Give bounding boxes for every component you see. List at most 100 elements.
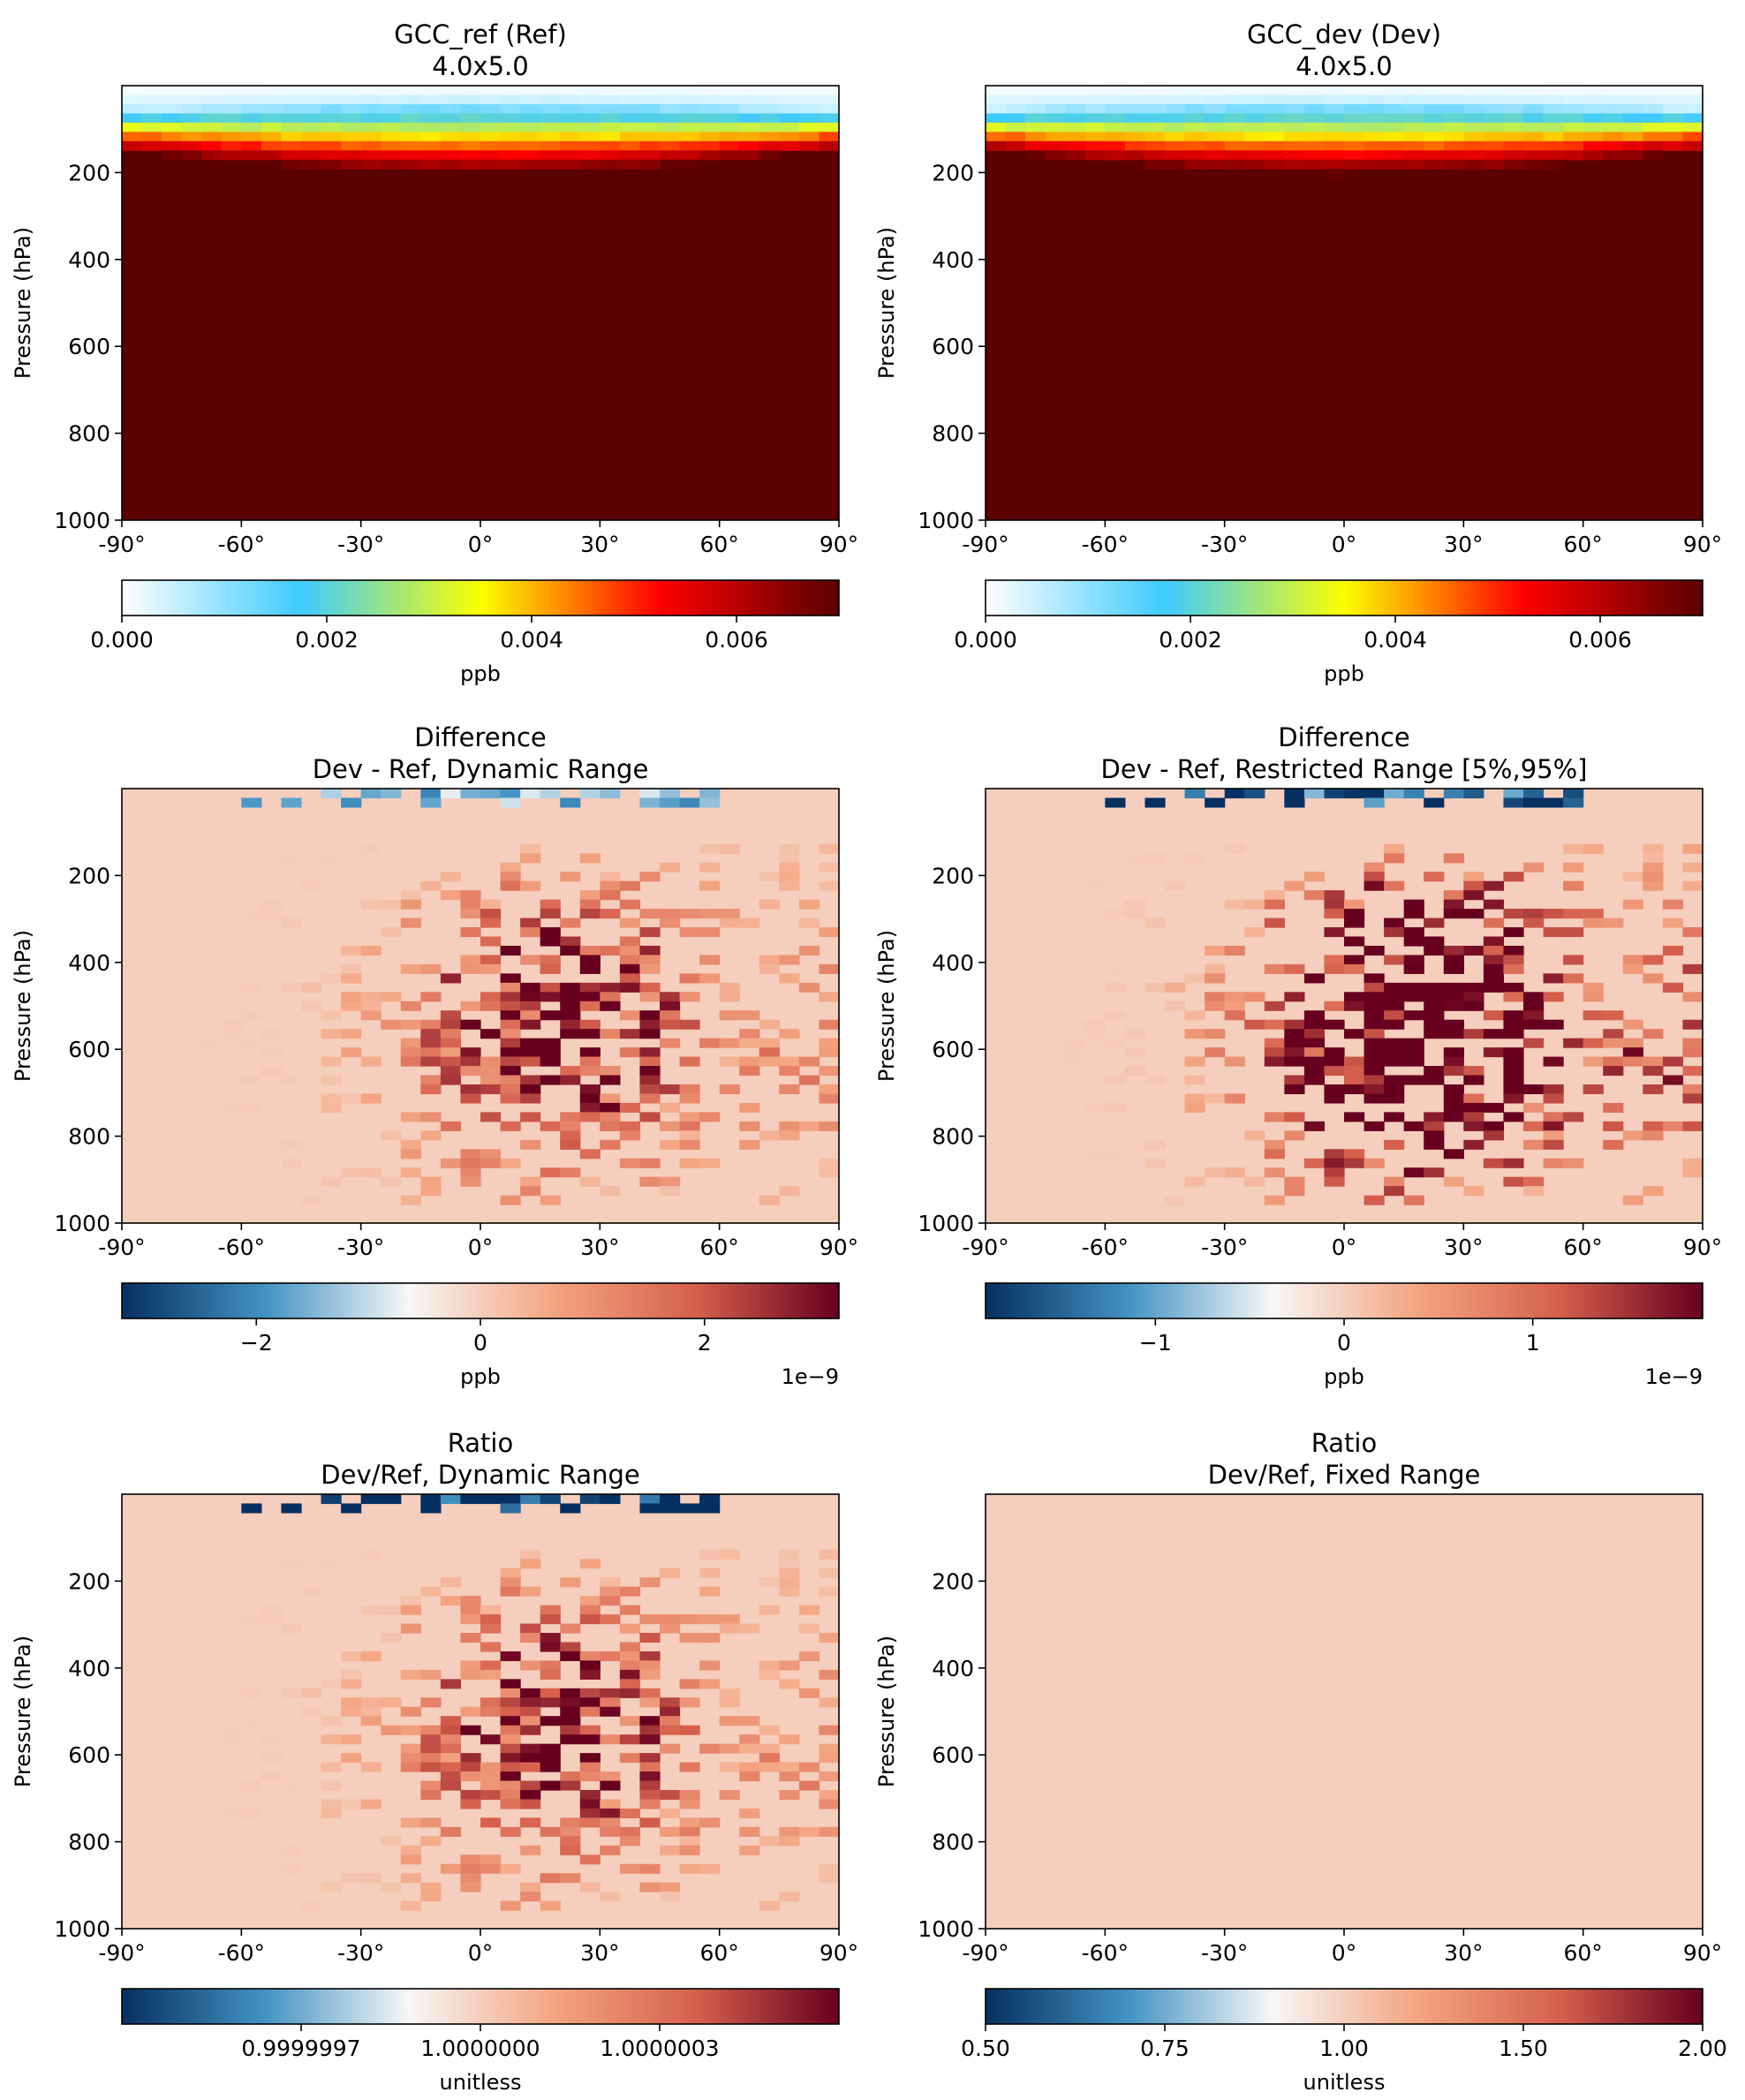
- heatmap-cell: [1144, 94, 1166, 105]
- heatmap-cell: [420, 1762, 442, 1772]
- heatmap-cell: [381, 140, 402, 151]
- heatmap-cell: [500, 1863, 521, 1874]
- heatmap-cell: [1424, 1139, 1445, 1150]
- heatmap-cell: [540, 1688, 561, 1698]
- heatmap-cell: [440, 140, 462, 151]
- heatmap-cell: [739, 1845, 760, 1855]
- heatmap-cell: [1662, 86, 1684, 96]
- heatmap-cell: [1403, 982, 1424, 993]
- heatmap-cell: [420, 1494, 442, 1505]
- heatmap-cell: [798, 122, 820, 132]
- heatmap-cell: [739, 113, 760, 124]
- heatmap-cell: [520, 140, 541, 151]
- heatmap-cell: [779, 1660, 800, 1671]
- heatmap-cell: [1224, 1056, 1245, 1067]
- heatmap-cell: [520, 122, 541, 132]
- heatmap-cell: [719, 1038, 740, 1048]
- heatmap-cell: [181, 843, 202, 854]
- heatmap-cell: [460, 1176, 481, 1187]
- heatmap-cell: [241, 963, 262, 974]
- heatmap-cell: [619, 1102, 641, 1113]
- heatmap-cell: [798, 982, 820, 993]
- heatmap-cell: [400, 1623, 421, 1634]
- heatmap-cell: [162, 1130, 183, 1141]
- x-tick-label: -60°: [218, 1940, 265, 1966]
- heatmap-cell: [1443, 1093, 1464, 1104]
- heatmap-cell: [1344, 789, 1365, 799]
- heatmap-cell: [759, 1836, 780, 1847]
- heatmap-cell: [1284, 159, 1305, 170]
- heatmap-cell: [440, 94, 462, 105]
- heatmap-cell: [660, 1882, 681, 1892]
- heatmap-cell: [281, 1158, 302, 1168]
- heatmap-cell: [579, 1047, 601, 1058]
- heatmap-cell: [500, 1038, 521, 1048]
- heatmap-cell: [679, 103, 700, 115]
- heatmap-cell: [1443, 945, 1464, 956]
- heatmap-cell: [1364, 1121, 1385, 1131]
- heatmap-cell: [500, 1679, 521, 1689]
- y-tick-label: 400: [68, 247, 110, 273]
- heatmap-cell: [579, 1660, 601, 1671]
- heatmap-cell: [400, 1725, 421, 1735]
- heatmap-cell: [1603, 94, 1624, 105]
- heatmap-cell: [1643, 872, 1664, 882]
- panel-title-line: Difference: [414, 722, 547, 752]
- heatmap-cell: [560, 1029, 581, 1039]
- heatmap-cell: [360, 122, 381, 132]
- heatmap-cell: [1384, 122, 1405, 132]
- heatmap-cell: [460, 1789, 481, 1801]
- heatmap-cell: [579, 890, 601, 901]
- heatmap-cell: [1224, 1010, 1245, 1021]
- heatmap-cell: [321, 1762, 342, 1772]
- heatmap-cell: [1403, 909, 1424, 919]
- heatmap-cell: [480, 963, 502, 974]
- heatmap-cell: [381, 1697, 402, 1708]
- heatmap-cell: [1603, 122, 1624, 132]
- heatmap-cell: [1503, 955, 1524, 965]
- heatmap-cell: [460, 1753, 481, 1764]
- y-tick-label: 400: [68, 950, 110, 976]
- x-tick-label: 90°: [820, 1940, 858, 1966]
- heatmap-cell: [241, 132, 262, 142]
- heatmap-cell: [1503, 159, 1524, 170]
- heatmap-cell: [162, 927, 183, 938]
- heatmap-cell: [520, 1892, 541, 1902]
- heatmap-cell: [819, 1038, 839, 1048]
- heatmap-cell: [321, 1075, 342, 1085]
- heatmap-cell: [1443, 789, 1464, 799]
- heatmap-cell: [540, 1614, 561, 1625]
- heatmap-cell: [660, 1019, 681, 1030]
- heatmap-cell: [520, 132, 541, 142]
- heatmap-cell: [321, 1808, 342, 1818]
- heatmap-cell: [1682, 86, 1703, 96]
- heatmap-cell: [560, 122, 581, 132]
- heatmap-cell: [679, 122, 700, 132]
- heatmap-cell: [798, 94, 820, 105]
- heatmap-cell: [381, 1836, 402, 1847]
- heatmap-cell: [420, 150, 442, 161]
- heatmap-cell: [381, 113, 402, 124]
- heatmap-cell: [460, 1596, 481, 1606]
- heatmap-cell: [321, 789, 342, 799]
- heatmap-cell: [600, 1596, 621, 1606]
- heatmap-cell: [480, 1149, 502, 1160]
- heatmap-cell: [1443, 113, 1464, 124]
- heatmap-cell: [321, 86, 342, 96]
- x-tick-label: -60°: [218, 532, 265, 557]
- heatmap-cell: [1045, 94, 1066, 105]
- colorbar-tick-label: 0.002: [295, 627, 359, 653]
- x-tick-label: 60°: [700, 1235, 739, 1260]
- x-tick-label: 30°: [1444, 1235, 1483, 1260]
- heatmap-cell: [360, 150, 381, 161]
- y-tick-label: 400: [932, 950, 974, 976]
- heatmap-cell: [162, 122, 183, 132]
- heatmap-cell: [460, 132, 481, 142]
- heatmap-cell: [1205, 1093, 1226, 1104]
- heatmap-cell: [480, 1084, 502, 1095]
- heatmap-cell: [1603, 1102, 1624, 1113]
- heatmap-cell: [1045, 122, 1066, 132]
- colorbar-tick-label: 1.0000003: [600, 2036, 719, 2061]
- heatmap-cell: [181, 86, 202, 96]
- heatmap-cell: [420, 132, 442, 142]
